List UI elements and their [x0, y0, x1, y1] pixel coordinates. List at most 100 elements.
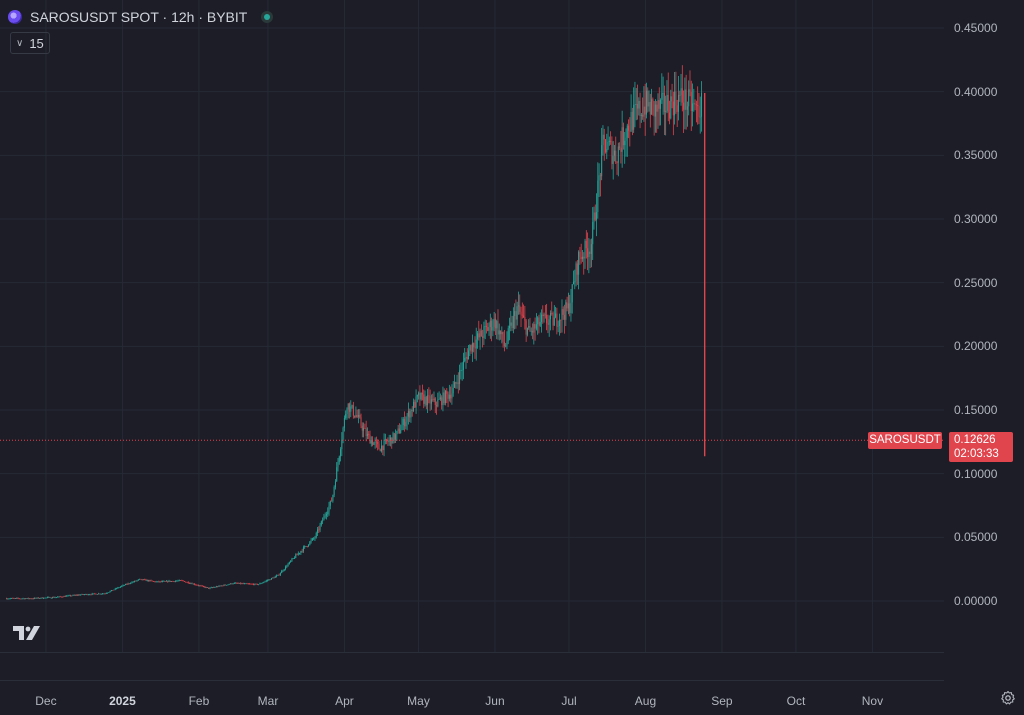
candle-body [459, 370, 461, 384]
candle-body [377, 442, 379, 444]
candle-body [615, 150, 617, 163]
candle-body [91, 593, 93, 595]
candle-body [566, 302, 568, 309]
candle-body [242, 583, 244, 585]
candle-body [374, 441, 376, 443]
candle-body [411, 409, 413, 412]
horizontal-gridlines [0, 27, 944, 602]
candle-body [389, 437, 391, 440]
time-axis[interactable]: Dec 2025 Feb Mar Apr May Jun Jul Aug Sep Oct Nov [0, 680, 944, 715]
candle-body [557, 325, 559, 327]
candle-body [295, 554, 297, 558]
candle-body [565, 302, 567, 320]
candle-body [73, 595, 75, 596]
candle-body [484, 326, 486, 327]
candle-body [253, 584, 255, 585]
candle-body [16, 598, 18, 599]
candle-body [236, 582, 238, 584]
candle-body [657, 100, 659, 112]
candle-body [410, 409, 412, 418]
time-axis-label: Apr [335, 694, 354, 708]
candle-body [301, 551, 303, 552]
candle-body [100, 593, 102, 595]
price-axis[interactable]: 0.45000 0.40000 0.35000 0.30000 0.25000 0.200… [944, 0, 1024, 652]
candle-body [18, 598, 20, 600]
market-open-dot-icon [261, 11, 274, 23]
candle-body [683, 102, 685, 110]
candle-body [343, 417, 345, 428]
candle-body [277, 574, 279, 576]
candle-body [64, 596, 66, 597]
candle-body [628, 125, 630, 131]
candle-body [226, 584, 228, 586]
candle-body [167, 580, 169, 582]
candle-body [256, 583, 258, 585]
candle-body [260, 583, 262, 585]
gear-icon[interactable] [1000, 690, 1016, 706]
candle-body [425, 396, 427, 406]
candle-body [429, 396, 431, 404]
symbol-title[interactable]: SAROSUSDT SPOT · 12h · BYBIT [30, 9, 248, 25]
time-axis-label: Jul [561, 694, 577, 708]
candle-body [400, 430, 402, 434]
candle-body [569, 303, 571, 313]
candle-body [13, 598, 15, 600]
candle-body [52, 597, 54, 598]
candle-body [274, 576, 276, 578]
candle-body [382, 445, 384, 451]
candle-body [145, 579, 147, 581]
candle-body [468, 350, 470, 360]
candle-body [163, 581, 165, 582]
candle-body [172, 581, 174, 582]
candle-body [341, 439, 343, 450]
candle-body [331, 500, 333, 502]
candle-body [428, 395, 430, 397]
candle-body [122, 585, 124, 586]
candle-body [164, 581, 166, 582]
candle-body [150, 580, 152, 582]
candle-body [212, 587, 214, 589]
vertical-gridlines [45, 0, 873, 652]
candle-body [662, 93, 664, 94]
candle-body [85, 594, 87, 595]
candle-body [502, 332, 504, 342]
candle-body [351, 405, 353, 407]
candle-body [17, 598, 19, 599]
chart-area[interactable] [0, 0, 944, 652]
candle-body [471, 343, 473, 352]
candle-body [366, 433, 368, 437]
candle-body [319, 524, 321, 530]
candle-body [611, 141, 613, 165]
tradingview-logo-icon[interactable] [12, 622, 44, 642]
candlestick-chart[interactable] [0, 0, 944, 652]
candle-body [114, 588, 116, 590]
candle-body [360, 417, 362, 426]
candle-body [285, 566, 287, 570]
candle-body [585, 240, 587, 249]
candle-body [7, 598, 9, 600]
candle-body [485, 326, 487, 327]
candle-body [629, 130, 631, 132]
candle-body [409, 411, 411, 418]
candle-body [506, 340, 508, 346]
candle-body [151, 580, 153, 582]
candle-body [318, 529, 320, 531]
candle-body [250, 583, 252, 585]
symbol-header[interactable]: SAROSUSDT SPOT · 12h · BYBIT [8, 6, 274, 28]
candle-body [55, 597, 57, 598]
candle-body [470, 345, 472, 352]
indicator-legend-toggle[interactable]: ∨ 15 [10, 32, 50, 54]
candle-body [144, 579, 146, 581]
candle-body [404, 419, 406, 427]
price-tag-price: 0.12626 [954, 433, 996, 446]
candle-body [420, 392, 422, 400]
candle-body [496, 321, 498, 329]
candle-body [43, 598, 45, 600]
candle-body [171, 581, 173, 582]
candle-body [647, 90, 649, 107]
candle-body [87, 594, 89, 596]
candle-body [551, 313, 553, 314]
candle-body [681, 88, 683, 103]
candle-body [68, 595, 70, 597]
candle-body [133, 580, 135, 582]
